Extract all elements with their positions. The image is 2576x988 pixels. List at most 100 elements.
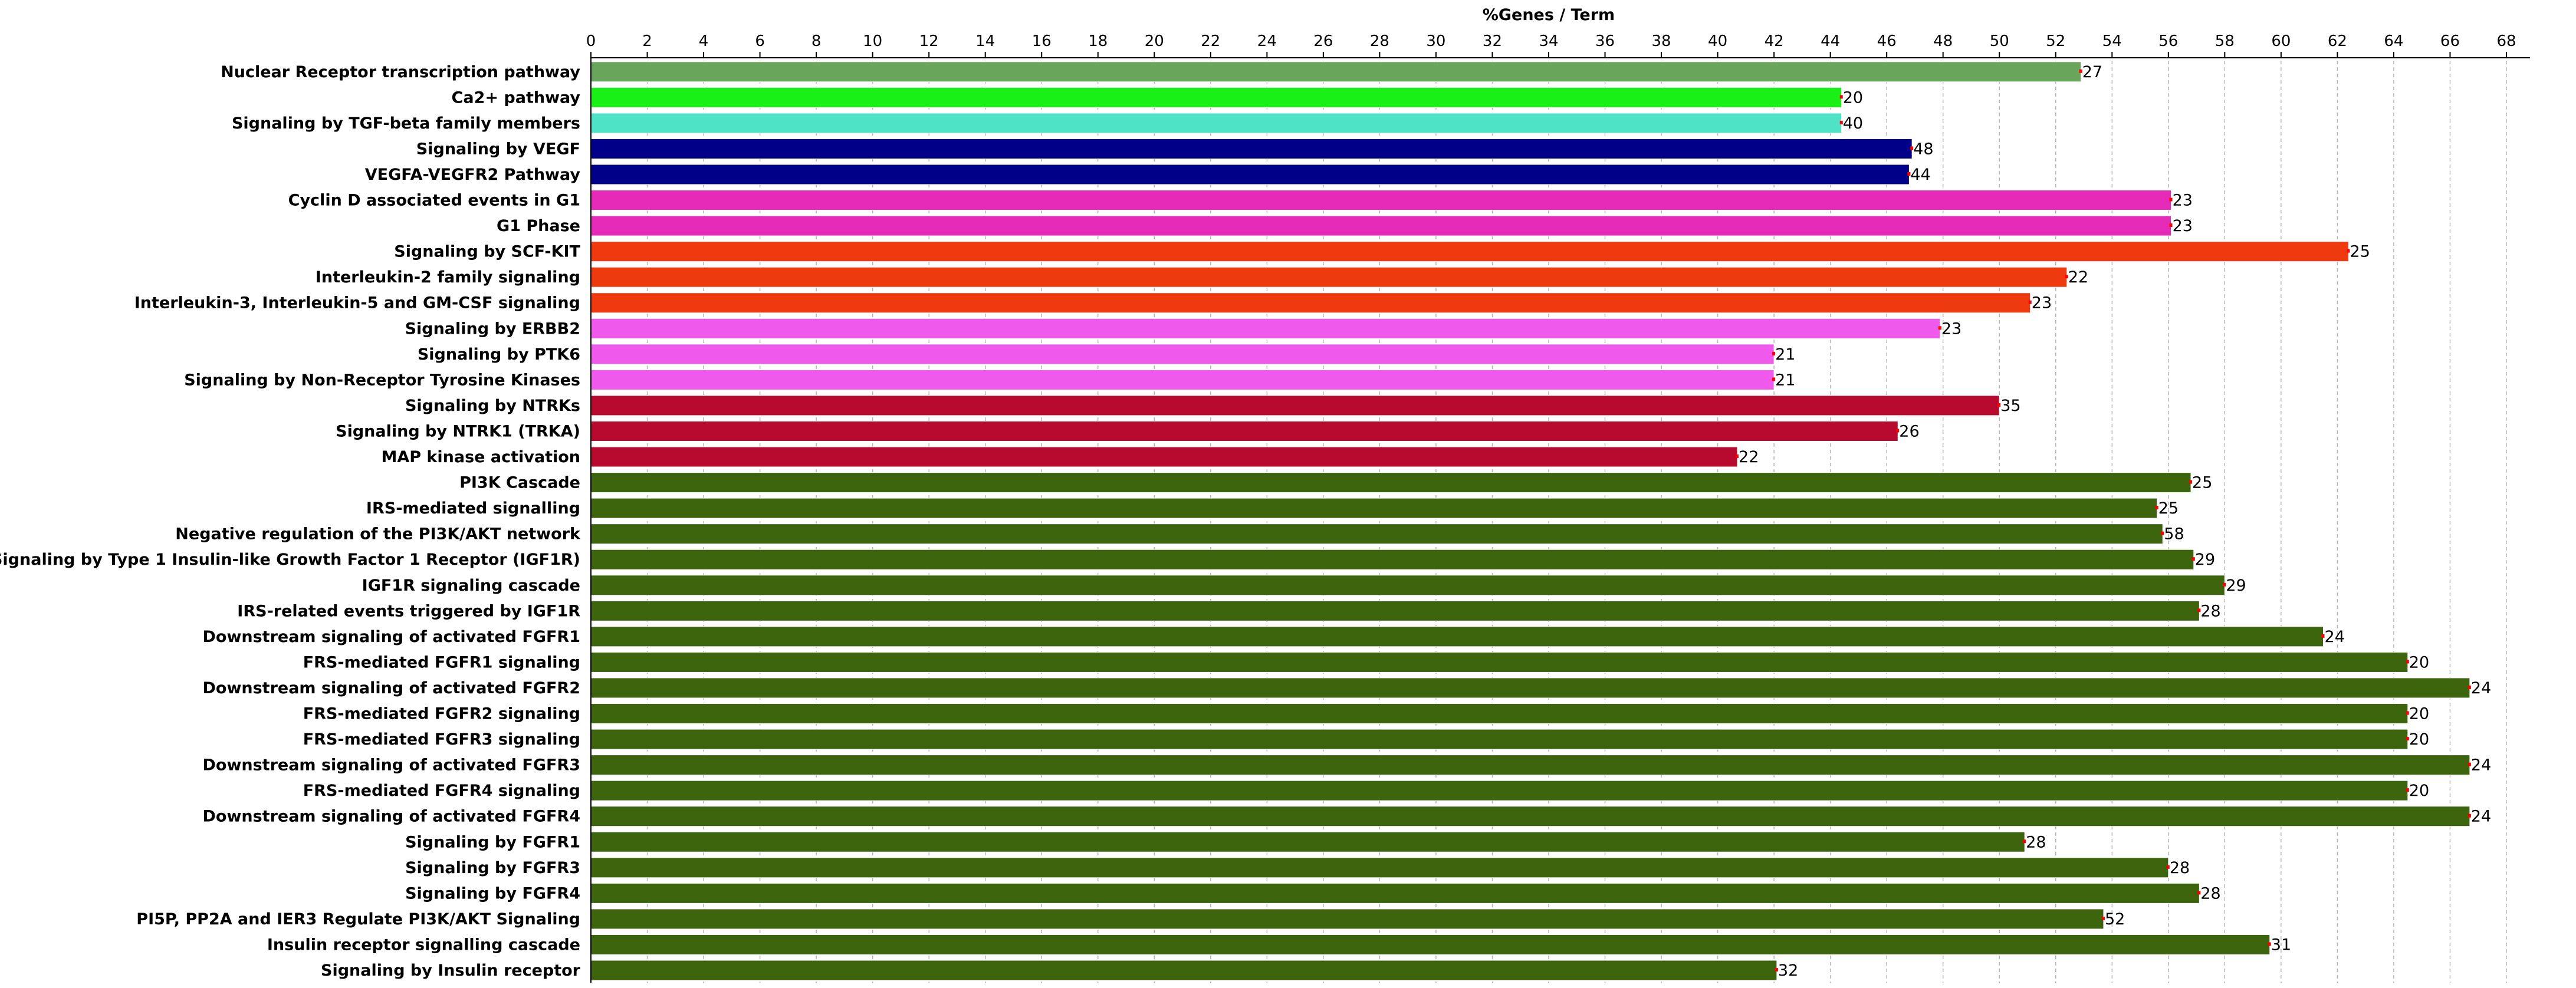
x-tick-label: 48 [1933,32,1953,50]
bar-end-marker [1938,326,1941,330]
bar [590,703,2409,724]
bar [590,61,2082,83]
bar-end-marker [2321,634,2325,638]
bar-end-marker [2406,660,2409,664]
category-label: MAP kinase activation [381,448,580,466]
x-tick-label: 6 [755,32,765,50]
x-tick-label: 46 [1877,32,1897,50]
category-label: Insulin receptor signalling cascade [267,936,580,954]
x-tick-label: 60 [2271,32,2291,50]
category-label: FRS-mediated FGFR4 signaling [303,782,580,800]
bar-end-marker [2065,275,2068,279]
category-label: Downstream signaling of activated FGFR4 [202,808,580,826]
bar-end-marker [2169,223,2173,228]
bar [590,882,2200,904]
x-tick-label: 8 [811,32,822,50]
bar [590,498,2158,519]
bar-end-marker [2406,788,2409,792]
bar-end-marker [2166,865,2170,869]
bar-end-marker [2406,711,2409,715]
category-label: Downstream signaling of activated FGFR3 [202,756,580,775]
category-label: Downstream signaling of activated FGFR1 [202,628,580,646]
count-label: 20 [2409,653,2429,671]
x-tick-label: 50 [1990,32,2009,50]
category-label: Signaling by FGFR3 [405,859,580,877]
bar [590,190,2172,211]
x-tick-label: 64 [2384,32,2403,50]
bar-end-marker [2223,582,2226,587]
bar-end-marker [2467,762,2471,766]
x-tick-label: 66 [2440,32,2460,50]
bar-end-marker [1907,172,1911,176]
category-label: Signaling by Type 1 Insulin-like Growth … [0,551,580,569]
x-tick-label: 30 [1426,32,1445,50]
x-axis-ticks: 0 2 4 6 8 10 12 14 16 18 20 22 24 26 28 30 32 34 36 38 40 42 4… [586,32,2516,58]
bar-end-marker [2028,300,2032,304]
count-label: 24 [2471,756,2491,775]
category-label: Signaling by Insulin receptor [321,961,581,980]
bar [590,755,2470,776]
count-label: 52 [2105,910,2125,928]
bar [590,677,2470,699]
bar [590,395,2000,416]
category-label: Nuclear Receptor transcription pathway [221,63,580,81]
category-labels: Nuclear Receptor transcription pathway Ca… [0,63,581,980]
count-label: 23 [2173,217,2193,235]
count-label: 35 [2000,397,2020,415]
bar-end-marker [2079,69,2082,73]
x-tick-label: 10 [863,32,882,50]
bar [590,780,2409,801]
count-label: 25 [2192,474,2212,492]
category-label: Downstream signaling of activated FGFR2 [202,679,580,697]
bar [590,600,2200,621]
category-label: Cyclin D associated events in G1 [288,192,580,210]
bar [590,908,2104,930]
bar [590,472,2191,493]
count-label: 28 [2170,859,2190,877]
bar-end-marker [2467,814,2471,818]
count-label: 25 [2350,243,2370,261]
category-label: Signaling by TGF-beta family members [232,114,580,133]
bar [590,369,1775,390]
count-label: 21 [1775,371,1795,389]
bar [590,626,2324,647]
bar [590,960,1777,981]
count-label: 40 [1843,114,1863,133]
count-labels: 27 20 40 48 44 23 23 25 22 23 23 21 21 35 26 22 25 25 58 29… [1739,63,2491,980]
count-label: 28 [2200,884,2220,903]
x-tick-label: 16 [1032,32,1052,50]
category-label: Interleukin-3, Interleukin-5 and GM-CSF … [134,294,580,312]
x-tick-label: 22 [1201,32,1220,50]
count-label: 24 [2471,679,2491,697]
count-label: 20 [2409,782,2429,800]
x-tick-label: 14 [975,32,995,50]
count-label: 32 [1778,961,1798,980]
count-label: 21 [1775,345,1795,364]
count-label: 29 [2195,551,2215,569]
count-label: 23 [2032,294,2052,312]
bar-end-marker [2347,249,2350,253]
bar [590,344,1775,365]
bar [590,575,2225,596]
count-label: 23 [1941,320,1961,338]
bar-end-marker [2155,506,2158,510]
x-tick-label: 68 [2496,32,2516,50]
bar [590,934,2271,955]
category-label: G1 Phase [497,217,580,235]
category-label: PI3K Cascade [459,474,580,492]
bar [590,831,2025,852]
bar-end-marker [2197,891,2201,895]
bar [590,523,2163,545]
x-tick-label: 24 [1257,32,1277,50]
bar-end-marker [1736,455,1739,459]
count-label: 28 [2026,833,2046,851]
x-tick-label: 54 [2102,32,2122,50]
category-label: FRS-mediated FGFR2 signaling [303,705,580,723]
count-label: 48 [1913,140,1933,158]
bar [590,806,2470,827]
bar [590,241,2350,262]
bar-end-marker [1775,968,1778,972]
x-tick-label: 0 [586,32,596,50]
x-tick-label: 34 [1539,32,1558,50]
x-axis-title: %Genes / Term [1483,6,1615,24]
